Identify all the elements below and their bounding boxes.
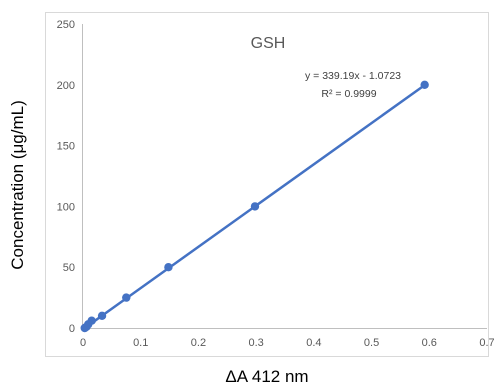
x-tick-label: 0.2	[191, 337, 206, 349]
x-tick-label: 0.5	[364, 337, 379, 349]
chart-area-border	[45, 12, 489, 357]
data-point	[420, 80, 429, 90]
data-points	[80, 80, 429, 333]
x-tick-label: 0.4	[306, 337, 321, 349]
data-point	[97, 311, 107, 321]
y-tick-label: 100	[57, 201, 75, 213]
x-tick-label: 0.6	[422, 337, 437, 349]
trendline-equation: y = 339.19x - 1.0723	[305, 70, 401, 82]
y-tick-label: 250	[57, 19, 75, 31]
x-ticks: 0 0.1 0.2 0.3 0.4 0.5 0.6 0.7	[80, 337, 494, 349]
y-tick-label: 50	[63, 262, 75, 274]
y-tick-label: 0	[69, 323, 75, 335]
x-tick-label: 0.3	[248, 337, 263, 349]
trendline-r2: R² = 0.9999	[321, 88, 376, 100]
y-ticks: 0 50 100 150 200 250	[57, 19, 75, 335]
y-axis-title: Concentration (μg/mL)	[8, 100, 27, 269]
data-point	[122, 293, 131, 302]
x-axis-title: ΔA 412 nm	[225, 367, 308, 386]
data-point	[164, 263, 173, 272]
x-tick-label: 0.1	[133, 337, 148, 349]
y-tick-label: 150	[57, 141, 75, 153]
data-point	[87, 316, 96, 325]
y-tick-label: 200	[57, 80, 75, 92]
chart-title: GSH	[251, 35, 286, 52]
x-tick-label: 0	[80, 337, 86, 349]
x-tick-label: 0.7	[479, 337, 494, 349]
data-point	[250, 202, 260, 211]
